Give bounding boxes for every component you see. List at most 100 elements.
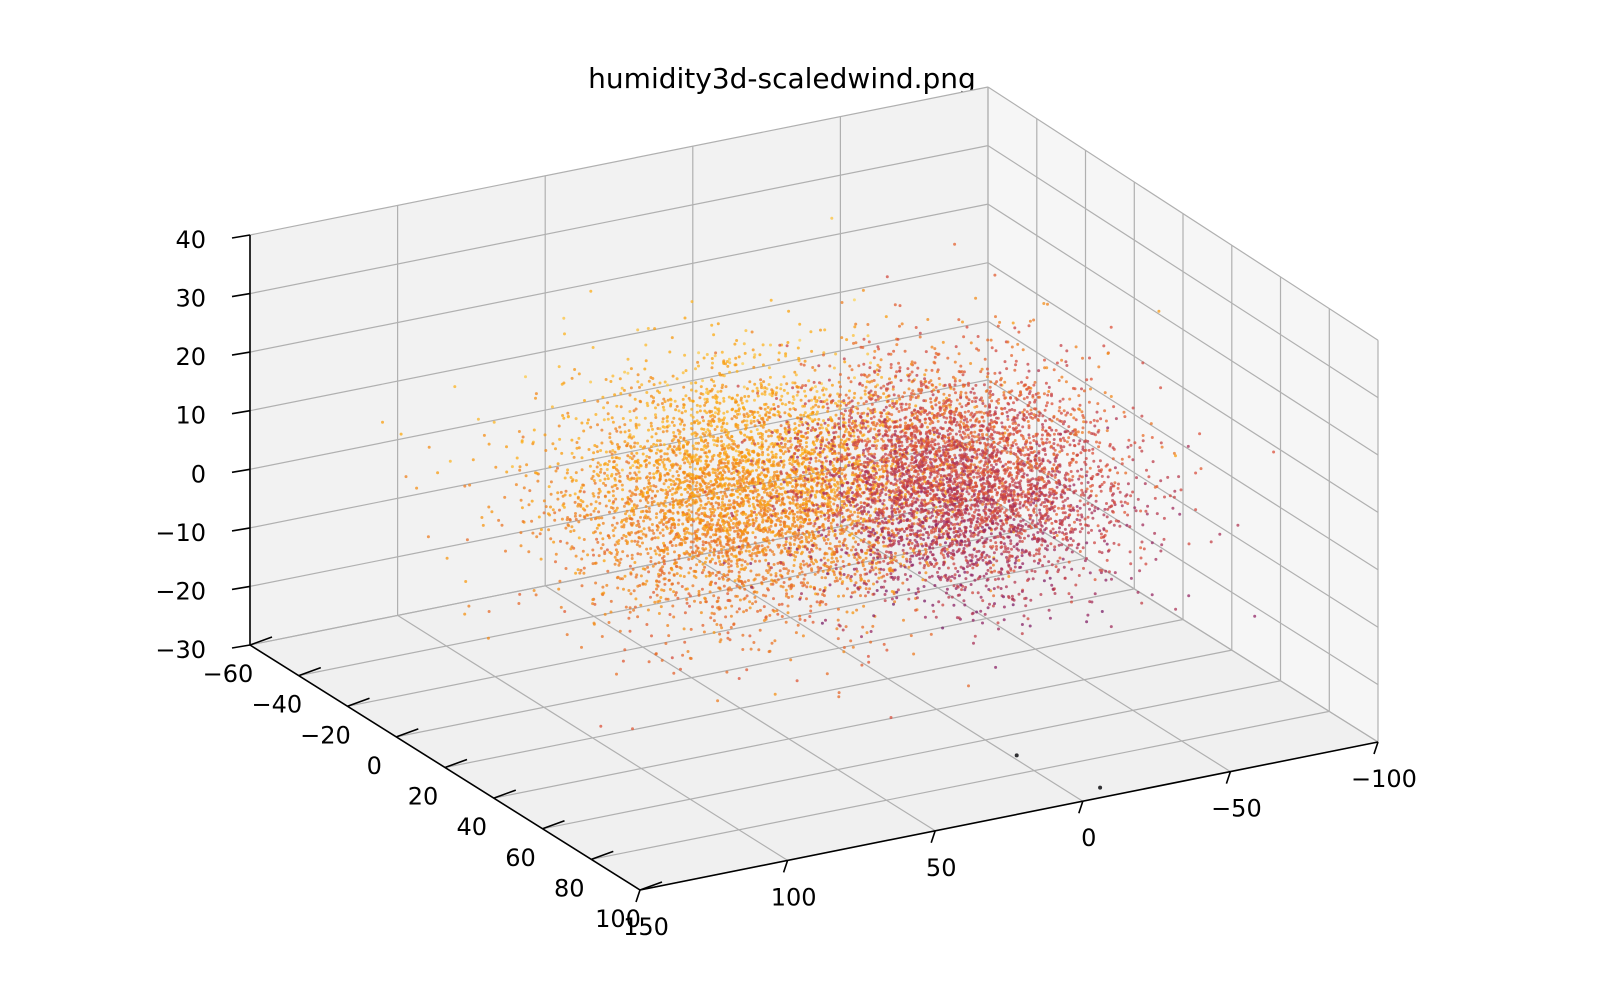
scatter-point <box>679 574 682 578</box>
scatter-point <box>697 495 701 499</box>
scatter-point <box>744 549 748 553</box>
scatter-point <box>694 570 698 574</box>
scatter-point <box>738 458 742 462</box>
scatter-point <box>702 440 706 444</box>
scatter-point <box>873 551 877 555</box>
scatter-point <box>764 439 768 443</box>
scatter-point <box>1071 539 1075 543</box>
scatter-point <box>662 572 666 575</box>
scatter-point <box>821 405 825 409</box>
scatter-point <box>570 525 574 529</box>
scatter-point <box>780 402 784 406</box>
scatter-point <box>853 572 857 576</box>
scatter-point <box>722 359 726 363</box>
scatter-point <box>769 573 773 577</box>
scatter-point <box>738 575 742 579</box>
scatter-point <box>809 604 813 608</box>
scatter-point <box>791 485 794 488</box>
scatter-point <box>817 405 821 409</box>
scatter-point <box>663 473 667 477</box>
scatter-point <box>842 446 846 450</box>
scatter-point <box>823 586 827 590</box>
scatter-point <box>652 463 656 467</box>
scatter-point <box>856 411 860 415</box>
scatter-point <box>777 519 781 523</box>
scatter-point <box>551 442 555 446</box>
scatter-point <box>716 390 720 394</box>
scatter-point <box>938 463 942 467</box>
scatter-point <box>689 426 693 430</box>
scatter-point <box>589 513 593 517</box>
scatter-point <box>731 522 735 525</box>
scatter-point <box>537 515 541 519</box>
scatter-point <box>798 614 802 618</box>
scatter-point <box>738 492 742 496</box>
scatter-point <box>736 495 740 499</box>
scatter-point <box>735 610 739 614</box>
scatter-point <box>592 621 596 625</box>
scatter-point <box>873 440 877 444</box>
scatter-point <box>614 548 618 552</box>
scatter-point <box>774 452 778 456</box>
scatter-point <box>649 595 652 599</box>
scatter-point <box>574 517 578 521</box>
scatter-point <box>719 524 723 528</box>
scatter-point <box>795 502 799 506</box>
scatter-point <box>645 454 649 458</box>
scatter-point <box>756 394 760 398</box>
scatter-point <box>549 492 553 496</box>
scatter-point <box>715 400 719 404</box>
scatter-point <box>658 439 662 443</box>
scatter-point <box>671 449 675 453</box>
scatter-point <box>613 562 617 566</box>
scatter-point <box>722 545 726 549</box>
scatter-point <box>701 506 705 510</box>
scatter-point <box>632 445 636 449</box>
scatter-point <box>694 484 698 488</box>
scatter-point <box>799 562 803 566</box>
scatter-point <box>646 485 650 489</box>
scatter-point <box>752 439 755 443</box>
scatter-point <box>712 594 716 598</box>
scatter-point <box>863 389 867 393</box>
scatter-point <box>762 578 766 581</box>
scatter-point <box>668 388 672 392</box>
scatter-point <box>623 574 627 578</box>
scatter-point <box>763 390 767 394</box>
scatter-point <box>818 426 822 430</box>
scatter-point <box>854 531 858 535</box>
scatter-point <box>532 428 536 432</box>
scatter-point <box>606 534 610 538</box>
scatter-point <box>494 465 498 469</box>
scatter-point <box>668 531 672 535</box>
scatter-point <box>592 509 596 513</box>
scatter-point <box>1076 509 1080 513</box>
scatter-point <box>830 383 834 387</box>
scatter-point <box>720 350 724 354</box>
scatter-point <box>562 381 566 385</box>
scatter-point <box>620 468 624 472</box>
scatter-point <box>781 486 785 490</box>
scatter-point <box>618 377 622 381</box>
scatter-point <box>615 553 619 556</box>
scatter-point <box>609 610 613 614</box>
scatter-point <box>858 522 862 526</box>
scatter-point <box>616 586 620 590</box>
scatter-point <box>698 482 702 486</box>
scatter-point <box>761 343 765 347</box>
scatter-point <box>624 519 628 523</box>
scatter-point <box>850 513 854 517</box>
scatter-point <box>727 443 731 447</box>
scatter-point <box>715 492 719 495</box>
scatter-point <box>697 351 701 355</box>
scatter-point <box>791 401 795 405</box>
scatter-point <box>745 387 749 391</box>
scatter-point <box>815 490 819 494</box>
scatter-point <box>791 509 794 513</box>
scatter-point <box>784 403 788 407</box>
scatter-point <box>623 440 627 444</box>
scatter-point <box>692 447 696 451</box>
scatter-point <box>724 606 728 610</box>
scatter-point <box>792 532 795 536</box>
scatter-point <box>572 546 576 550</box>
